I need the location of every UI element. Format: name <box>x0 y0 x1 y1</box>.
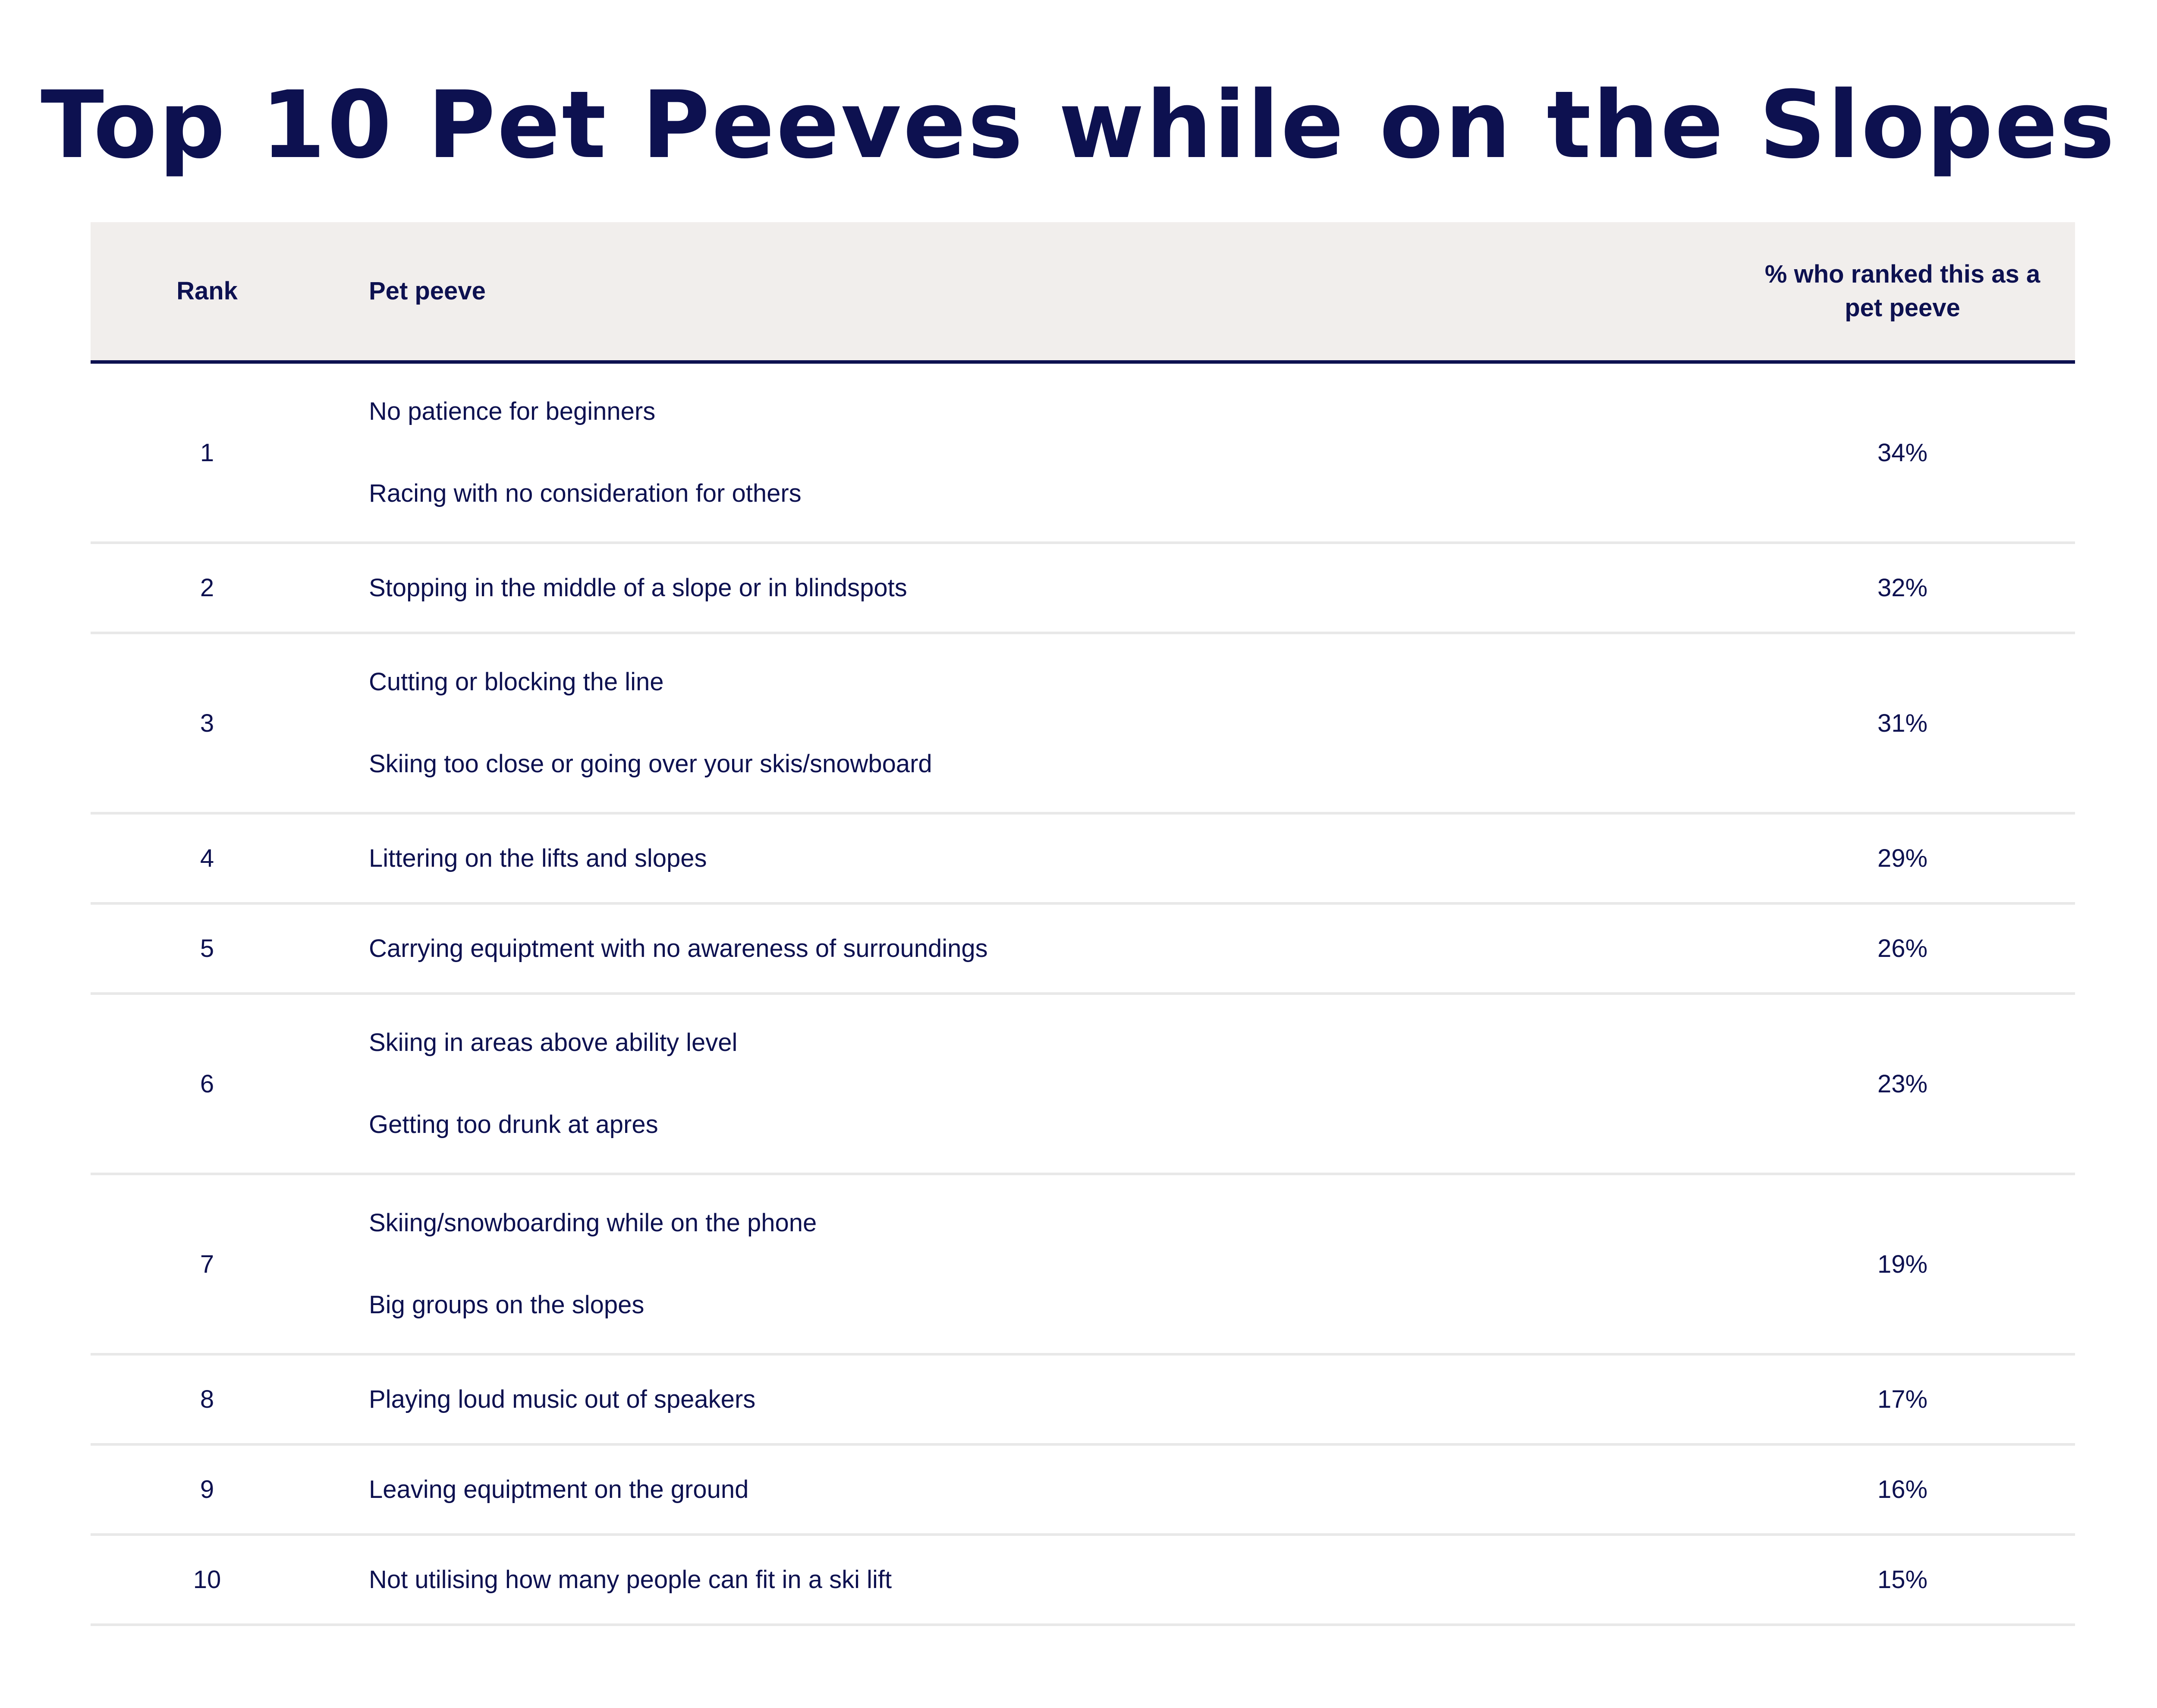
pet-peeve-cell: Stopping in the middle of a slope or in … <box>369 544 1620 632</box>
percentage-cell: 32% <box>1877 574 1928 602</box>
table-row: 5 Carrying equiptment with no awareness o… <box>91 905 2075 995</box>
pet-peeve-cell: Cutting or blocking the line Skiing too c… <box>369 634 1620 812</box>
table-row: 6 Skiing in areas above ability level Gett… <box>91 995 2075 1175</box>
rank-cell: 10 <box>193 1566 221 1594</box>
pet-peeves-table: Rank Pet peeve % who ranked this as a pe… <box>91 222 2075 1626</box>
pet-peeve-cell: Not utilising how many people can fit in… <box>369 1536 1620 1623</box>
pet-peeve-text: Not utilising how many people can fit in… <box>369 1565 892 1594</box>
table-body: 1 No patience for beginners Racing with no… <box>91 364 2075 1626</box>
pet-peeve-text: No patience for beginners <box>369 397 656 425</box>
percentage-cell: 29% <box>1877 844 1928 872</box>
pet-peeve-text: Carrying equiptment with no awareness of… <box>369 934 988 963</box>
percentage-cell: 17% <box>1877 1385 1928 1413</box>
column-header-pet-peeve: Pet peeve <box>369 277 486 305</box>
column-header-percentage: % who ranked this as a pet peeve <box>1730 222 2075 360</box>
table-row: 7 Skiing/snowboarding while on the phone B… <box>91 1175 2075 1356</box>
column-header-rank: Rank <box>176 277 238 305</box>
rank-cell: 4 <box>200 844 214 872</box>
table-row: 4 Littering on the lifts and slopes 29% <box>91 815 2075 905</box>
pet-peeve-cell: Leaving equiptment on the ground <box>369 1446 1620 1533</box>
pet-peeve-text: Littering on the lifts and slopes <box>369 844 707 872</box>
column-header-percentage-label: % who ranked this as a pet peeve <box>1764 260 2041 322</box>
pet-peeve-text: Racing with no consideration for others <box>369 479 802 507</box>
pet-peeve-cell: Skiing in areas above ability level Getti… <box>369 995 1620 1173</box>
table-row: 1 No patience for beginners Racing with no… <box>91 364 2075 544</box>
rank-cell: 6 <box>200 1069 214 1098</box>
table-row: 2 Stopping in the middle of a slope or in… <box>91 544 2075 634</box>
pet-peeve-text: Leaving equiptment on the ground <box>369 1475 749 1504</box>
pet-peeve-text: Skiing in areas above ability level <box>369 1029 738 1057</box>
pet-peeve-cell: No patience for beginners Racing with no … <box>369 364 1620 541</box>
percentage-cell: 23% <box>1877 1069 1928 1098</box>
rank-cell: 1 <box>200 438 214 467</box>
page-title: Top 10 Pet Peeves while on the Slopes <box>41 71 2116 179</box>
percentage-cell: 15% <box>1877 1566 1928 1594</box>
table-row: 3 Cutting or blocking the line Skiing too … <box>91 634 2075 815</box>
pet-peeve-cell: Skiing/snowboarding while on the phone Bi… <box>369 1175 1620 1353</box>
table-row: 9 Leaving equiptment on the ground 16% <box>91 1446 2075 1536</box>
table-header: Rank Pet peeve % who ranked this as a pe… <box>91 222 2075 364</box>
rank-cell: 7 <box>200 1250 214 1278</box>
pet-peeve-text: Stopping in the middle of a slope or in … <box>369 573 907 602</box>
table-row: 10 Not utilising how many people can fit … <box>91 1536 2075 1626</box>
pet-peeve-text: Big groups on the slopes <box>369 1291 645 1319</box>
rank-cell: 5 <box>200 934 214 963</box>
percentage-cell: 34% <box>1877 438 1928 467</box>
pet-peeve-cell: Littering on the lifts and slopes <box>369 815 1620 902</box>
rank-cell: 2 <box>200 574 214 602</box>
pet-peeve-text: Playing loud music out of speakers <box>369 1385 756 1413</box>
percentage-cell: 19% <box>1877 1250 1928 1278</box>
pet-peeve-cell: Carrying equiptment with no awareness of… <box>369 905 1620 992</box>
percentage-cell: 31% <box>1877 709 1928 737</box>
rank-cell: 3 <box>200 709 214 737</box>
pet-peeve-text: Getting too drunk at apres <box>369 1110 658 1139</box>
rank-cell: 8 <box>200 1385 214 1413</box>
rank-cell: 9 <box>200 1475 214 1504</box>
percentage-cell: 16% <box>1877 1475 1928 1504</box>
table-row: 8 Playing loud music out of speakers 17% <box>91 1356 2075 1446</box>
pet-peeve-text: Cutting or blocking the line <box>369 668 664 696</box>
pet-peeve-text: Skiing/snowboarding while on the phone <box>369 1209 817 1237</box>
pet-peeve-cell: Playing loud music out of speakers <box>369 1356 1620 1443</box>
pet-peeve-text: Skiing too close or going over your skis… <box>369 750 932 778</box>
percentage-cell: 26% <box>1877 934 1928 963</box>
